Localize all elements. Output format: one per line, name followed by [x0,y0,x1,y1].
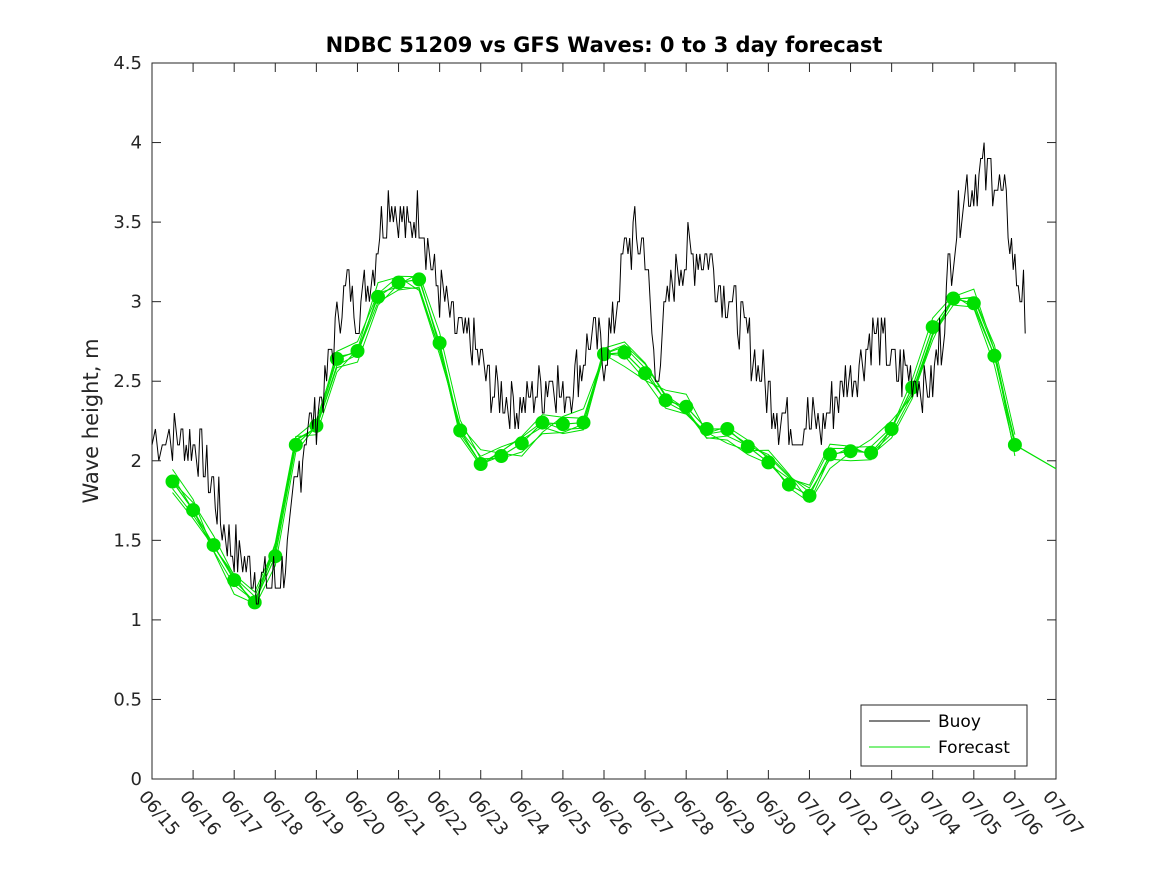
forecast-point [1007,437,1022,452]
forecast-point [165,474,180,489]
y-tick-label: 0.5 [113,689,142,710]
y-tick-label: 1.5 [113,530,142,551]
y-axis-label: Wave height, m [79,338,103,503]
legend-forecast-label: Forecast [938,738,1010,758]
forecast-trace [172,276,1016,605]
forecast-point [268,549,283,564]
forecast-point [823,447,837,462]
forecast-point [740,439,755,454]
forecast-point [987,348,1002,363]
forecast-point [966,296,981,311]
legend-box [860,704,1028,767]
forecast-point [206,538,221,553]
forecast-point [432,336,447,350]
buoy-series-line [151,142,1026,605]
forecast-point [884,422,899,436]
forecast-point [925,320,940,335]
legend: Buoy Forecast [860,704,1028,767]
chart-title: NDBC 51209 vs GFS Waves: 0 to 3 day fore… [326,33,883,57]
forecast-point [679,399,694,414]
forecast-point [514,436,529,451]
forecast-point [781,477,796,492]
y-tick-label: 2 [131,451,142,472]
forecast-point [843,444,858,459]
forecast-point [576,415,591,430]
forecast-point [864,445,879,460]
forecast-series-layer [165,272,1057,610]
y-tick-label: 1 [131,610,142,631]
legend-buoy-label: Buoy [938,712,981,732]
y-tick-label: 3.5 [113,212,142,233]
forecast-point [391,275,406,290]
forecast-point [597,347,611,362]
forecast-point [535,415,550,430]
forecast-point [802,488,817,503]
forecast-point [761,455,776,470]
forecast-point [699,422,714,436]
forecast-point [638,366,653,381]
y-tick-label: 3 [131,292,142,313]
forecast-point [186,503,201,518]
y-tick-label: 0 [131,769,142,790]
buoy-series-layer [151,142,1026,605]
forecast-point [617,345,632,360]
forecast-point [658,393,673,408]
forecast-point [412,272,427,287]
y-tick-label: 2.5 [113,371,142,392]
forecast-point [247,595,262,610]
forecast-tail [1014,444,1057,470]
forecast-point [473,457,488,471]
forecast-point [555,417,570,432]
forecast-point [288,437,303,452]
forecast-point [453,423,468,438]
forecast-point [946,291,961,306]
y-tick-label: 4 [131,133,142,154]
forecast-point [371,289,385,304]
forecast-point [350,344,365,358]
forecast-point [720,422,735,436]
forecast-point [227,573,242,588]
forecast-point [494,449,509,463]
y-tick-label: 4.5 [113,53,142,74]
